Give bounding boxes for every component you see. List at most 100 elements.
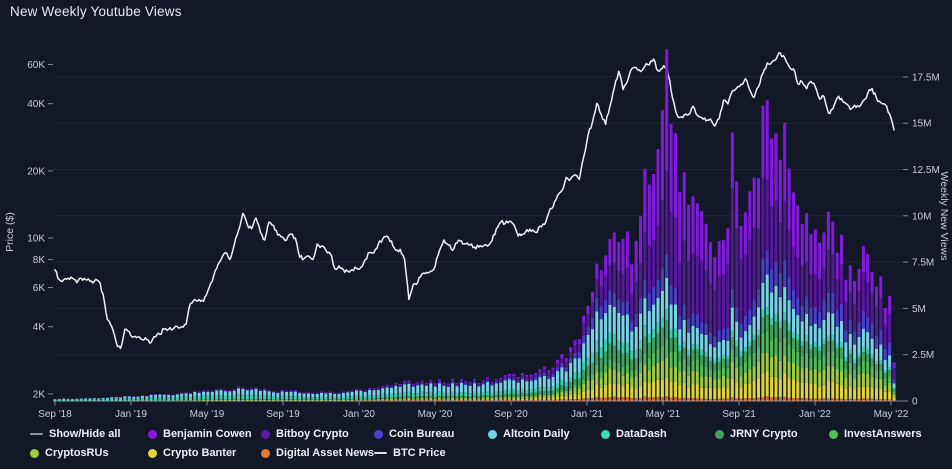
bar-segment[interactable] bbox=[512, 393, 516, 397]
bar-segment[interactable] bbox=[481, 395, 485, 398]
bar-segment[interactable] bbox=[665, 378, 669, 397]
bar-segment[interactable] bbox=[477, 385, 481, 387]
bar-segment[interactable] bbox=[280, 395, 284, 400]
bar-segment[interactable] bbox=[512, 380, 516, 390]
bar-segment[interactable] bbox=[477, 393, 481, 397]
bar-segment[interactable] bbox=[669, 304, 673, 330]
bar-segment[interactable] bbox=[617, 271, 621, 300]
bar-segment[interactable] bbox=[529, 374, 533, 377]
bar-segment[interactable] bbox=[424, 398, 428, 400]
bar-segment[interactable] bbox=[569, 390, 573, 395]
bar-segment[interactable] bbox=[669, 329, 673, 339]
bar-segment[interactable] bbox=[787, 277, 791, 301]
bar-segment[interactable] bbox=[735, 398, 739, 401]
bar-segment[interactable] bbox=[446, 396, 450, 398]
bar-segment[interactable] bbox=[621, 375, 625, 387]
bar-segment[interactable] bbox=[556, 359, 559, 363]
bar-segment[interactable] bbox=[805, 335, 809, 342]
bar-segment[interactable] bbox=[735, 228, 739, 308]
bar-segment[interactable] bbox=[848, 386, 852, 399]
bar-segment[interactable] bbox=[420, 383, 424, 385]
bar-segment[interactable] bbox=[407, 396, 411, 398]
bar-segment[interactable] bbox=[320, 392, 323, 393]
bar-segment[interactable] bbox=[420, 381, 424, 384]
bar-segment[interactable] bbox=[202, 390, 206, 392]
bar-segment[interactable] bbox=[560, 379, 564, 386]
bar-segment[interactable] bbox=[577, 388, 581, 395]
bar-segment[interactable] bbox=[355, 398, 358, 400]
bar-segment[interactable] bbox=[390, 393, 393, 398]
bar-segment[interactable] bbox=[564, 358, 568, 362]
bar-segment[interactable] bbox=[866, 361, 870, 375]
bar-segment[interactable] bbox=[573, 372, 577, 379]
bar-segment[interactable] bbox=[774, 261, 778, 287]
bar-segment[interactable] bbox=[678, 262, 682, 316]
bar-segment[interactable] bbox=[381, 385, 385, 387]
bar-segment[interactable] bbox=[875, 370, 878, 379]
bar-segment[interactable] bbox=[883, 324, 887, 349]
bar-segment[interactable] bbox=[171, 395, 175, 398]
bar-segment[interactable] bbox=[647, 293, 651, 312]
bar-segment[interactable] bbox=[691, 384, 695, 399]
bar-segment[interactable] bbox=[704, 366, 708, 377]
bar-segment[interactable] bbox=[813, 398, 817, 401]
bar-segment[interactable] bbox=[293, 399, 297, 401]
bar-segment[interactable] bbox=[289, 399, 293, 401]
bar-segment[interactable] bbox=[678, 351, 682, 361]
bar-segment[interactable] bbox=[433, 397, 437, 399]
bar-segment[interactable] bbox=[739, 351, 743, 357]
bar-segment[interactable] bbox=[778, 272, 782, 298]
bar-segment[interactable] bbox=[324, 396, 328, 400]
bar-segment[interactable] bbox=[796, 335, 800, 341]
bar-segment[interactable] bbox=[311, 393, 315, 398]
bar-segment[interactable] bbox=[695, 359, 699, 372]
bar-segment[interactable] bbox=[140, 395, 144, 398]
bar-segment[interactable] bbox=[586, 334, 590, 358]
bar-segment[interactable] bbox=[442, 385, 446, 393]
bar-segment[interactable] bbox=[656, 225, 660, 281]
bar-segment[interactable] bbox=[595, 384, 599, 398]
bar-segment[interactable] bbox=[459, 378, 463, 380]
bar-segment[interactable] bbox=[669, 351, 673, 368]
bar-segment[interactable] bbox=[542, 366, 546, 370]
bar-segment[interactable] bbox=[647, 245, 651, 294]
bar-segment[interactable] bbox=[739, 376, 743, 388]
bar-segment[interactable] bbox=[499, 379, 503, 381]
bar-segment[interactable] bbox=[639, 216, 642, 264]
bar-segment[interactable] bbox=[809, 234, 813, 275]
bar-segment[interactable] bbox=[783, 312, 787, 321]
bar-segment[interactable] bbox=[267, 399, 271, 401]
bar-segment[interactable] bbox=[726, 398, 730, 401]
bar-segment[interactable] bbox=[263, 389, 267, 390]
bar-segment[interactable] bbox=[223, 389, 227, 391]
bar-segment[interactable] bbox=[424, 385, 428, 393]
bar-segment[interactable] bbox=[464, 384, 468, 393]
bar-segment[interactable] bbox=[665, 277, 669, 309]
bar-segment[interactable] bbox=[844, 399, 848, 401]
bar-segment[interactable] bbox=[451, 399, 455, 401]
bar-segment[interactable] bbox=[359, 389, 363, 391]
bar-segment[interactable] bbox=[368, 388, 372, 390]
bar-segment[interactable] bbox=[682, 320, 686, 342]
bar-segment[interactable] bbox=[79, 398, 83, 400]
bar-segment[interactable] bbox=[687, 350, 691, 356]
bar-segment[interactable] bbox=[892, 397, 896, 401]
bar-segment[interactable] bbox=[569, 352, 573, 359]
bar-segment[interactable] bbox=[695, 327, 699, 345]
bar-segment[interactable] bbox=[542, 398, 546, 400]
bar-segment[interactable] bbox=[438, 397, 441, 400]
bar-segment[interactable] bbox=[735, 356, 739, 369]
bar-segment[interactable] bbox=[883, 378, 887, 385]
bar-segment[interactable] bbox=[464, 382, 468, 384]
bar-segment[interactable] bbox=[232, 395, 236, 400]
bar-segment[interactable] bbox=[796, 351, 800, 367]
bar-segment[interactable] bbox=[853, 359, 857, 364]
bar-segment[interactable] bbox=[652, 174, 656, 240]
bar-segment[interactable] bbox=[822, 344, 826, 355]
bar-segment[interactable] bbox=[809, 344, 813, 350]
bar-segment[interactable] bbox=[848, 362, 852, 375]
bar-segment[interactable] bbox=[193, 400, 197, 401]
bar-segment[interactable] bbox=[394, 383, 398, 384]
bar-segment[interactable] bbox=[774, 337, 778, 356]
bar-segment[interactable] bbox=[660, 397, 664, 401]
